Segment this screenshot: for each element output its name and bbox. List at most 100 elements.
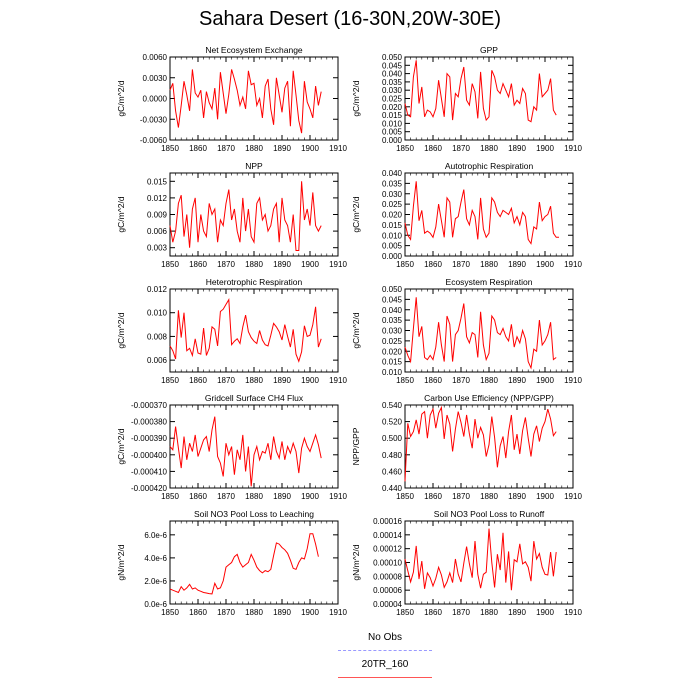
chart2-ylabel: gC/m^2/d xyxy=(351,80,361,116)
chart2-xtick-label: 1910 xyxy=(564,144,582,153)
chart5-ytick-label: 0.006 xyxy=(147,356,168,365)
chart1-ytick-label: -0.0060 xyxy=(140,136,168,145)
chart6-ytick-label: 0.015 xyxy=(382,358,403,367)
chart5-xtick-label: 1900 xyxy=(301,376,319,385)
chart4-xtick-label: 1890 xyxy=(508,260,526,269)
chart4-series-line xyxy=(404,181,559,245)
chart2-ytick-label: 0.045 xyxy=(382,61,403,70)
chart2-series-line xyxy=(404,60,557,123)
chart10-ylabel: gN/m^2/d xyxy=(351,544,361,580)
chart2-title: GPP xyxy=(480,45,498,55)
chart8-xtick-label: 1850 xyxy=(396,492,414,501)
chart10-ytick-label: 0.00016 xyxy=(373,517,402,526)
chart2-ytick-label: 0.010 xyxy=(382,119,403,128)
chart7-xtick-label: 1880 xyxy=(245,492,263,501)
chart2-xtick-label: 1860 xyxy=(424,144,442,153)
chart9-ytick-label: 6.0e-6 xyxy=(144,531,167,540)
chart7-plot-frame xyxy=(169,404,339,489)
chart4-ytick-label: 0.010 xyxy=(382,231,403,240)
legend-model-label: 20TR_160 xyxy=(361,659,409,670)
chart10-xtick-label: 1910 xyxy=(564,608,582,617)
chart6-ytick-label: 0.010 xyxy=(382,368,403,377)
chart9-ytick-label: 2.0e-6 xyxy=(144,577,167,586)
chart3-series-line xyxy=(169,181,322,251)
chart3-xtick-label: 1870 xyxy=(217,260,235,269)
chart10-xtick-label: 1850 xyxy=(396,608,414,617)
chart4-ytick-label: 0.030 xyxy=(382,190,403,199)
chart1-xtick-label: 1900 xyxy=(301,144,319,153)
chart9-ylabel: gN/m^2/d xyxy=(116,544,126,580)
chart8-ytick-label: 0.540 xyxy=(382,401,403,410)
chart6-ytick-label: 0.025 xyxy=(382,337,403,346)
chart6-ytick-label: 0.045 xyxy=(382,295,403,304)
chart3-ytick-label: 0.012 xyxy=(147,194,168,203)
chart5-title: Heterotrophic Respiration xyxy=(206,277,303,287)
chart7-xtick-label: 1860 xyxy=(189,492,207,501)
chart3-xtick-label: 1880 xyxy=(245,260,263,269)
chart5-xtick-label: 1850 xyxy=(161,376,179,385)
chart9-xtick-label: 1910 xyxy=(329,608,347,617)
chart6-ytick-label: 0.040 xyxy=(382,306,403,315)
chart7-title: Gridcell Surface CH4 Flux xyxy=(205,393,304,403)
chart7-xtick-label: 1850 xyxy=(161,492,179,501)
chart1-ytick-label: 0.0030 xyxy=(143,74,168,83)
chart9-xtick-label: 1860 xyxy=(189,608,207,617)
chart3-xtick-label: 1860 xyxy=(189,260,207,269)
chart1-ytick-label: 0.0000 xyxy=(143,95,168,104)
chart3-title: NPP xyxy=(245,161,263,171)
chart4-ytick-label: 0.040 xyxy=(382,169,403,178)
chart5-xtick-label: 1890 xyxy=(273,376,291,385)
chart2-xtick-label: 1880 xyxy=(480,144,498,153)
chart8-series-line xyxy=(404,405,557,482)
chart10-ytick-label: 0.00004 xyxy=(373,600,402,609)
chart6-xtick-label: 1900 xyxy=(536,376,554,385)
chart8-xtick-label: 1870 xyxy=(452,492,470,501)
chart6-xtick-label: 1910 xyxy=(564,376,582,385)
legend: No Obs 20TR_160 xyxy=(330,632,440,687)
chart2-xtick-label: 1890 xyxy=(508,144,526,153)
chart3-xtick-label: 1850 xyxy=(161,260,179,269)
chart10-title: Soil NO3 Pool Loss to Runoff xyxy=(434,509,545,519)
chart1-ylabel: gC/m^2/d xyxy=(116,80,126,116)
chart4-ylabel: gC/m^2/d xyxy=(351,196,361,232)
chart3-ytick-label: 0.006 xyxy=(147,227,168,236)
chart2-ytick-label: 0.030 xyxy=(382,86,403,95)
chart6-plot-frame xyxy=(404,288,574,373)
chart4-ytick-label: 0.000 xyxy=(382,252,403,261)
chart7-series-line xyxy=(169,416,322,487)
chart1-xtick-label: 1860 xyxy=(189,144,207,153)
chart8-ytick-label: 0.440 xyxy=(382,484,403,493)
chart7-xtick-label: 1910 xyxy=(329,492,347,501)
chart10-xtick-label: 1870 xyxy=(452,608,470,617)
chart9-xtick-label: 1890 xyxy=(273,608,291,617)
legend-obs-label: No Obs xyxy=(368,632,402,643)
chart10-ytick-label: 0.00012 xyxy=(373,545,402,554)
chart2-ytick-label: 0.040 xyxy=(382,70,403,79)
chart4-xtick-label: 1900 xyxy=(536,260,554,269)
chart6-series-line xyxy=(404,297,557,370)
chart10-xtick-label: 1880 xyxy=(480,608,498,617)
chart8-xtick-label: 1880 xyxy=(480,492,498,501)
chart5-xtick-label: 1870 xyxy=(217,376,235,385)
chart3-xtick-label: 1910 xyxy=(329,260,347,269)
chart4-ytick-label: 0.035 xyxy=(382,179,403,188)
chart7-ytick-label: -0.000410 xyxy=(131,467,168,476)
chart8-xtick-label: 1860 xyxy=(424,492,442,501)
chart9-ytick-label: 0.0e-6 xyxy=(144,600,167,609)
chart7-ytick-label: -0.000400 xyxy=(131,451,168,460)
chart1-title: Net Ecosystem Exchange xyxy=(205,45,303,55)
chart5-xtick-label: 1880 xyxy=(245,376,263,385)
chart10-xtick-label: 1900 xyxy=(536,608,554,617)
chart6-xtick-label: 1890 xyxy=(508,376,526,385)
chart4-xtick-label: 1850 xyxy=(396,260,414,269)
chart4-xtick-label: 1880 xyxy=(480,260,498,269)
chart2-xtick-label: 1900 xyxy=(536,144,554,153)
chart7-ytick-label: -0.000380 xyxy=(131,418,168,427)
chart4-ytick-label: 0.020 xyxy=(382,211,403,220)
chart1-xtick-label: 1870 xyxy=(217,144,235,153)
legend-obs-line xyxy=(338,650,432,651)
chart4-ytick-label: 0.005 xyxy=(382,242,403,251)
chart8-ytick-label: 0.520 xyxy=(382,418,403,427)
chart10-ytick-label: 0.00010 xyxy=(373,559,402,568)
